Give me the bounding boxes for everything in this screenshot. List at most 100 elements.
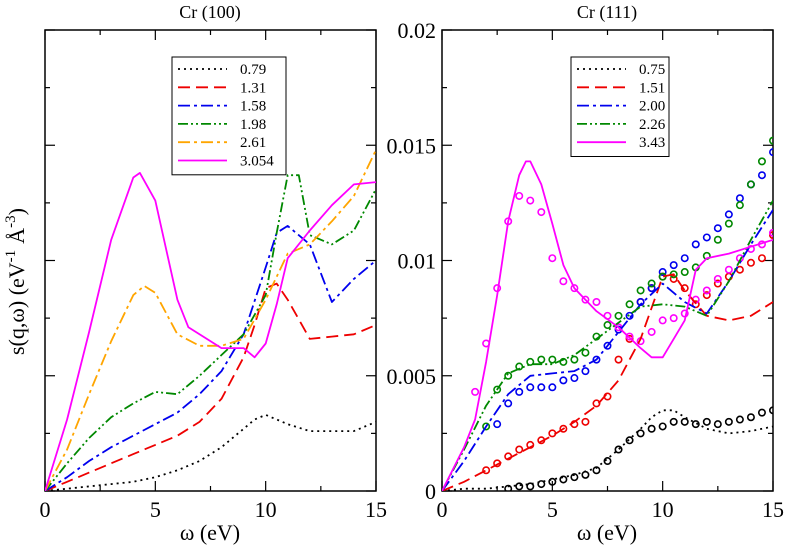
scatter-point bbox=[504, 371, 513, 380]
scatter-point bbox=[537, 355, 546, 364]
scatter-point bbox=[757, 254, 766, 263]
legend-label: 3.054 bbox=[240, 154, 274, 170]
scatter-point bbox=[713, 235, 722, 244]
y-axis-title-close: ) bbox=[4, 208, 29, 215]
y-tick-label: 0.015 bbox=[387, 133, 437, 158]
scatter-point bbox=[570, 374, 579, 383]
legend-label: 2.61 bbox=[240, 135, 266, 151]
scatter-point bbox=[603, 457, 612, 466]
scatter-point bbox=[647, 279, 656, 288]
scatter-point bbox=[658, 316, 667, 325]
scatter-point bbox=[757, 157, 766, 166]
legend-label: 1.98 bbox=[240, 117, 266, 133]
scatter-point bbox=[746, 413, 755, 422]
scatter-point bbox=[636, 286, 645, 295]
scatter-point bbox=[636, 429, 645, 438]
scatter-point bbox=[581, 295, 590, 304]
legend-label: 0.79 bbox=[240, 62, 266, 78]
scatter-point bbox=[581, 367, 590, 376]
scatter-point bbox=[691, 420, 700, 429]
scatter-point bbox=[702, 233, 711, 242]
scatter-point bbox=[625, 332, 634, 341]
scatter-point bbox=[735, 194, 744, 203]
scatter-point bbox=[769, 406, 773, 415]
scatter-point bbox=[548, 254, 557, 263]
scatter-point bbox=[570, 284, 579, 293]
scatter-point bbox=[537, 480, 546, 489]
scatter-point bbox=[724, 210, 733, 219]
scatter-point bbox=[669, 261, 678, 270]
x-axis-title-right: ω (eV) bbox=[577, 520, 637, 545]
scatter-point bbox=[680, 254, 689, 263]
scatter-point bbox=[769, 136, 773, 145]
scatter-point bbox=[735, 201, 744, 210]
panel-title-cr-111: Cr (111) bbox=[577, 2, 637, 23]
scatter-point bbox=[713, 274, 722, 283]
scatter-point bbox=[658, 268, 667, 277]
legend-label: 3.43 bbox=[639, 135, 665, 151]
scatter-point bbox=[504, 484, 513, 491]
scatter-point bbox=[548, 355, 557, 364]
x-tick-label: 5 bbox=[547, 497, 558, 522]
scatter-point bbox=[647, 284, 656, 293]
scatter-point bbox=[702, 417, 711, 426]
x-axis-title-left: ω (eV) bbox=[180, 520, 240, 545]
scatter-point bbox=[592, 355, 601, 364]
scatter-point bbox=[482, 422, 491, 431]
x-tick-label: 0 bbox=[40, 497, 51, 522]
series-line bbox=[442, 200, 773, 491]
scatter-point bbox=[559, 376, 568, 385]
scatter-point bbox=[482, 466, 491, 475]
scatter-point bbox=[603, 341, 612, 350]
series-line bbox=[442, 409, 773, 491]
y-axis-title-sup2: -3 bbox=[3, 215, 19, 228]
series-line bbox=[45, 282, 376, 491]
scatter-point bbox=[493, 420, 502, 429]
plot-area bbox=[45, 149, 376, 491]
scatter-point bbox=[757, 171, 766, 180]
series-line bbox=[442, 160, 773, 491]
scatter-point bbox=[647, 424, 656, 433]
scatter-point bbox=[713, 420, 722, 429]
scatter-point bbox=[614, 445, 623, 454]
series-line bbox=[45, 174, 376, 491]
scatter-point bbox=[691, 240, 700, 249]
scatter-point bbox=[526, 196, 535, 205]
scatter-point bbox=[702, 291, 711, 300]
y-axis-title-angstrom: Å bbox=[4, 228, 29, 244]
y-axis-title-main: s(q,ω) (eV bbox=[4, 262, 29, 355]
scatter-point bbox=[581, 348, 590, 357]
scatter-point bbox=[581, 417, 590, 426]
legend-label: 1.31 bbox=[240, 80, 266, 96]
scatter-point bbox=[658, 422, 667, 431]
scatter-point bbox=[669, 417, 678, 426]
y-tick-label: 0.02 bbox=[398, 18, 437, 43]
series-line bbox=[45, 413, 376, 491]
y-tick-label: 0.005 bbox=[387, 364, 437, 389]
scatter-point bbox=[625, 436, 634, 445]
scatter-point bbox=[504, 399, 513, 408]
scatter-point bbox=[526, 383, 535, 392]
scatter-point bbox=[757, 408, 766, 417]
scatter-point bbox=[526, 482, 535, 491]
scatter-point bbox=[625, 300, 634, 309]
legend-label: 1.51 bbox=[639, 80, 665, 96]
series-line bbox=[45, 149, 376, 491]
scatter-point bbox=[691, 300, 700, 309]
x-tick-label: 5 bbox=[150, 497, 161, 522]
scatter-point bbox=[735, 415, 744, 424]
plot-area bbox=[442, 136, 773, 491]
scatter-point bbox=[537, 383, 546, 392]
scatter-point bbox=[647, 327, 656, 336]
series-line bbox=[442, 273, 773, 491]
scatter-point bbox=[746, 180, 755, 189]
x-tick-label: 15 bbox=[365, 497, 387, 522]
scatter-point bbox=[614, 311, 623, 320]
scatter-point bbox=[713, 224, 722, 233]
scatter-point bbox=[680, 417, 689, 426]
scatter-point bbox=[559, 475, 568, 484]
scatter-point bbox=[537, 208, 546, 217]
y-tick-label: 0 bbox=[425, 479, 436, 504]
series-line bbox=[442, 209, 773, 491]
